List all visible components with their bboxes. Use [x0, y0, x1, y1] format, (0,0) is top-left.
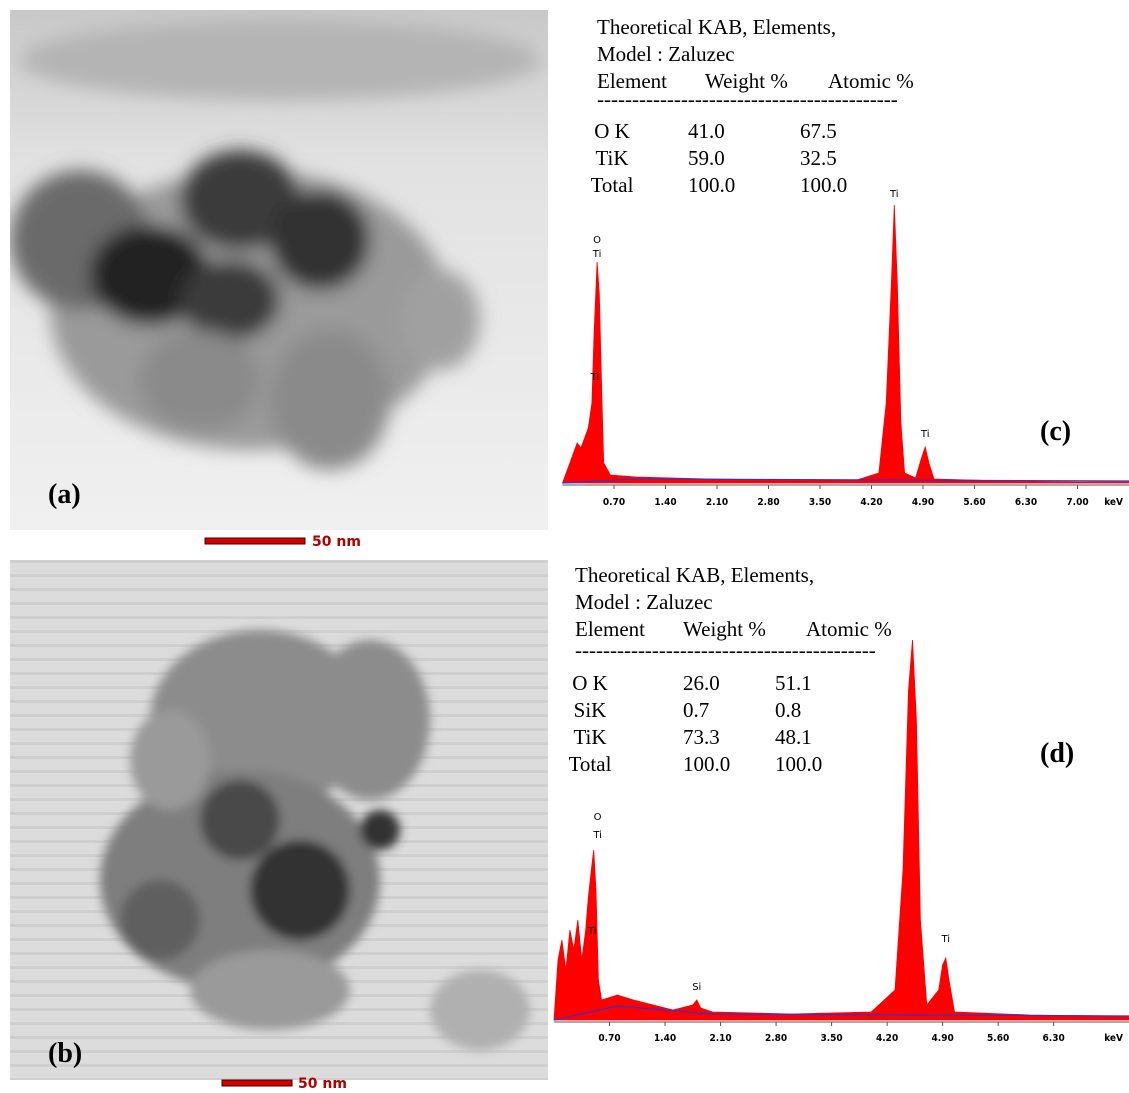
table-cell: 26.0 — [683, 671, 720, 695]
table-title: Theoretical KAB, Elements, — [575, 563, 814, 587]
scale-bar-label: 50 nm — [298, 1076, 347, 1092]
table-cell: 51.1 — [775, 671, 812, 695]
x-tick-label: 3.50 — [809, 497, 831, 508]
x-tick-label: 0.70 — [598, 1033, 620, 1044]
background-fit — [553, 1005, 1129, 1021]
table-cell: 0.7 — [683, 698, 709, 722]
peak-label: Ti — [920, 429, 930, 440]
table-cell: O K — [594, 119, 630, 143]
table-header: Weight % — [705, 69, 788, 93]
peak-label: O — [593, 235, 601, 246]
table-cell: 100.0 — [775, 752, 822, 776]
table-cell: 0.8 — [775, 698, 801, 722]
table-cell: TiK — [595, 146, 628, 170]
table-title: Theoretical KAB, Elements, — [597, 15, 836, 39]
scale-bar — [221, 1079, 293, 1087]
table-cell: SiK — [574, 698, 607, 722]
x-tick-label: 4.20 — [876, 1033, 898, 1044]
table-cell: 100.0 — [688, 173, 735, 197]
scale-bar — [204, 537, 306, 545]
peak-label: Ti — [590, 372, 600, 383]
panel-label: (c) — [1040, 416, 1071, 447]
table-header: Atomic % — [806, 617, 892, 641]
table-cell: 59.0 — [688, 146, 725, 170]
x-tick-label: 2.10 — [709, 1033, 731, 1044]
x-tick-label: 5.60 — [987, 1033, 1009, 1044]
peak-label: Si — [692, 982, 701, 993]
x-tick-label: 4.20 — [860, 497, 882, 508]
peak-label: Ti — [587, 926, 597, 937]
table-cell: 67.5 — [800, 119, 837, 143]
x-tick-label: 4.90 — [912, 497, 934, 508]
table-cell: 73.3 — [683, 725, 720, 749]
x-tick-label: 1.40 — [654, 1033, 676, 1044]
spectrum — [553, 639, 1129, 1021]
table-header: Element — [597, 69, 667, 93]
table-header: Element — [575, 617, 645, 641]
table-cell: 100.0 — [800, 173, 847, 197]
x-tick-label: 6.30 — [1015, 497, 1037, 508]
peak-label: O — [594, 812, 602, 823]
table-cell: 41.0 — [688, 119, 725, 143]
peak-label: Ti — [940, 934, 950, 945]
peak-label: Ti — [889, 189, 899, 200]
x-tick-label: 0.70 — [603, 497, 625, 508]
x-tick-label: 7.00 — [1066, 497, 1088, 508]
panel-label: (d) — [1040, 738, 1074, 769]
x-tick-label: 4.90 — [932, 1033, 954, 1044]
table-cell: 48.1 — [775, 725, 812, 749]
x-tick-label: 2.80 — [757, 497, 779, 508]
x-tick-label: 6.30 — [1043, 1033, 1065, 1044]
x-tick-label: 2.10 — [706, 497, 728, 508]
x-tick-label: 1.40 — [654, 497, 676, 508]
x-axis-label: keV — [1104, 1033, 1123, 1044]
table-cell: 32.5 — [800, 146, 837, 170]
x-axis-label: keV — [1104, 497, 1123, 508]
peak-label: Ti — [592, 249, 602, 260]
peak-label: Ti — [592, 830, 602, 841]
table-separator: ----------------------------------------… — [575, 638, 876, 662]
table-separator: ----------------------------------------… — [597, 87, 898, 111]
tem-image-a — [10, 10, 548, 530]
table-header: Atomic % — [828, 69, 914, 93]
table-cell: 100.0 — [683, 752, 730, 776]
table-cell: O K — [572, 671, 608, 695]
table-title: Model : Zaluzec — [597, 42, 735, 66]
table-cell: Total — [569, 752, 612, 776]
table-cell: TiK — [573, 725, 606, 749]
x-tick-label: 3.50 — [820, 1033, 842, 1044]
table-cell: Total — [591, 173, 634, 197]
table-header: Weight % — [683, 617, 766, 641]
x-tick-label: 2.80 — [765, 1033, 787, 1044]
tem-image-b — [10, 560, 548, 1080]
table-title: Model : Zaluzec — [575, 590, 713, 614]
image-label: (b) — [48, 1038, 82, 1069]
x-tick-label: 5.60 — [963, 497, 985, 508]
scale-bar-label: 50 nm — [312, 534, 361, 550]
image-label: (a) — [48, 479, 81, 510]
background-fit — [562, 478, 1129, 484]
